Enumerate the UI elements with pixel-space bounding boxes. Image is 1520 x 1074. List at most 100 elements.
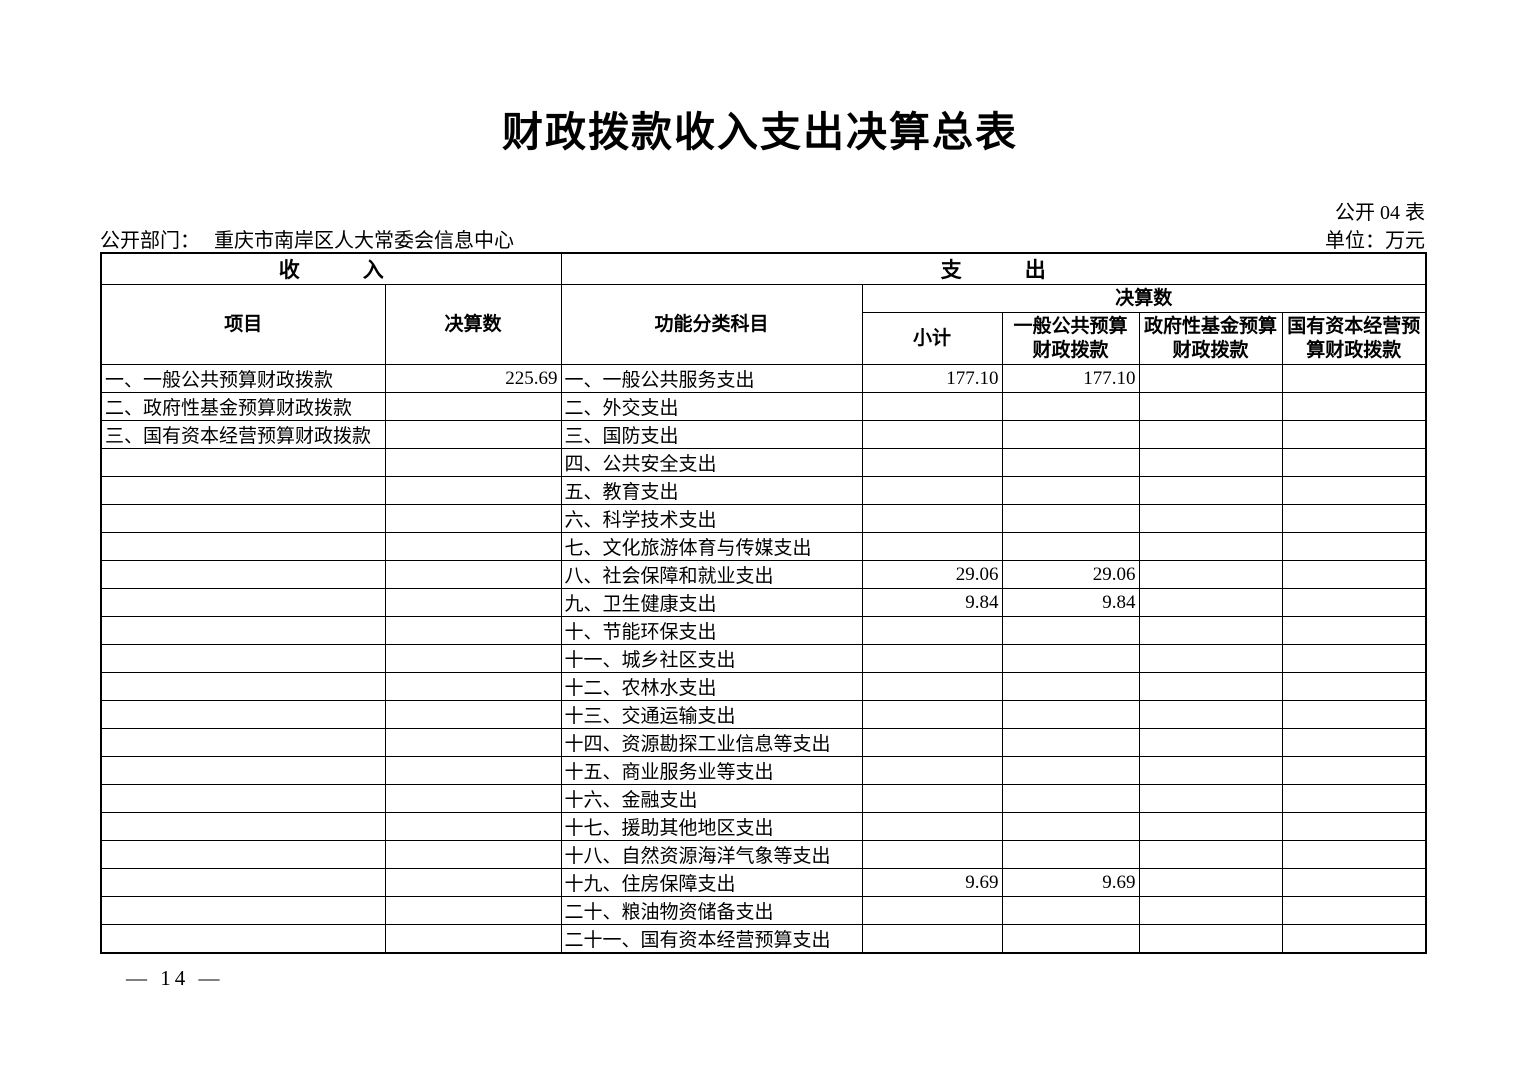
expense-item-cell: 三、国防支出 bbox=[560, 420, 863, 449]
expense-item-cell: 二、外交支出 bbox=[560, 392, 863, 421]
expense-general-budget-cell: 9.84 bbox=[1001, 588, 1140, 617]
expense-subtotal-cell bbox=[861, 728, 1003, 757]
table-row: 五、教育支出 bbox=[100, 476, 1427, 505]
income-item-header: 项目 bbox=[100, 284, 386, 365]
expense-gov-fund-cell bbox=[1138, 392, 1283, 421]
expense-gov-fund-cell bbox=[1138, 532, 1283, 561]
table-row: 十三、交通运输支出 bbox=[100, 700, 1427, 729]
expense-item-cell: 二十一、国有资本经营预算支出 bbox=[560, 924, 863, 954]
table-row: 十二、农林水支出 bbox=[100, 672, 1427, 701]
income-item-cell bbox=[100, 644, 386, 673]
section-header-row: 收 入 支 出 bbox=[100, 252, 1427, 285]
income-amount-cell bbox=[384, 532, 562, 561]
expense-subtotal-cell bbox=[861, 420, 1003, 449]
expense-gov-fund-cell bbox=[1138, 448, 1283, 477]
expense-general-budget-cell bbox=[1001, 840, 1140, 869]
budget-table: 收 入 支 出 项目 决算数 功能分类科目 决算数 小计 一般公共预算财政拨款 … bbox=[100, 252, 1427, 954]
table-row: 十六、金融支出 bbox=[100, 784, 1427, 813]
expense-item-cell: 十九、住房保障支出 bbox=[560, 868, 863, 897]
expense-item-cell: 十一、城乡社区支出 bbox=[560, 644, 863, 673]
expense-gov-fund-cell bbox=[1138, 784, 1283, 813]
income-item-cell bbox=[100, 756, 386, 785]
expense-subtotal-cell bbox=[861, 840, 1003, 869]
expense-state-capital-cell bbox=[1281, 420, 1427, 449]
expense-general-budget-cell bbox=[1001, 896, 1140, 925]
expense-item-cell: 十八、自然资源海洋气象等支出 bbox=[560, 840, 863, 869]
column-header-row-2: 小计 一般公共预算财政拨款 政府性基金预算财政拨款 国有资本经营预算财政拨款 bbox=[101, 312, 1427, 365]
expense-state-capital-cell bbox=[1281, 364, 1427, 393]
table-row: 六、科学技术支出 bbox=[100, 504, 1427, 533]
expense-subtotal-cell bbox=[861, 476, 1003, 505]
income-item-cell bbox=[100, 896, 386, 925]
expense-gov-fund-cell bbox=[1138, 840, 1283, 869]
income-item-cell bbox=[100, 924, 386, 954]
expense-gov-fund-cell bbox=[1138, 364, 1283, 393]
table-row: 三、国有资本经营预算财政拨款 三、国防支出 bbox=[100, 420, 1427, 449]
table-row: 十、节能环保支出 bbox=[100, 616, 1427, 645]
expense-gov-fund-cell bbox=[1138, 672, 1283, 701]
expense-state-capital-cell bbox=[1281, 756, 1427, 785]
income-item-cell bbox=[100, 840, 386, 869]
expense-general-budget-cell: 177.10 bbox=[1001, 364, 1140, 393]
income-amount-cell bbox=[384, 448, 562, 477]
income-amount-cell bbox=[384, 644, 562, 673]
income-item-cell bbox=[100, 784, 386, 813]
income-amount-cell bbox=[384, 784, 562, 813]
income-item-cell bbox=[100, 616, 386, 645]
income-amount-cell bbox=[384, 868, 562, 897]
expense-general-budget-cell bbox=[1001, 616, 1140, 645]
expense-general-budget-cell bbox=[1001, 644, 1140, 673]
expense-subtotal-cell bbox=[861, 644, 1003, 673]
expense-subtotal-cell: 29.06 bbox=[861, 560, 1003, 589]
expense-subtotal-cell bbox=[861, 896, 1003, 925]
expense-category-header: 功能分类科目 bbox=[560, 284, 863, 365]
expense-subtotal-cell bbox=[861, 616, 1003, 645]
income-amount-cell bbox=[384, 560, 562, 589]
expense-general-budget-cell bbox=[1001, 392, 1140, 421]
department-value: 重庆市南岸区人大常委会信息中心 bbox=[214, 230, 514, 252]
expense-gov-fund-cell bbox=[1138, 868, 1283, 897]
income-item-cell bbox=[100, 812, 386, 841]
table-row: 七、文化旅游体育与传媒支出 bbox=[100, 532, 1427, 561]
expense-subtotal-cell: 9.69 bbox=[861, 868, 1003, 897]
expense-item-cell: 七、文化旅游体育与传媒支出 bbox=[560, 532, 863, 561]
expense-general-budget-cell bbox=[1001, 924, 1140, 954]
expense-state-capital-cell bbox=[1281, 588, 1427, 617]
expense-general-budget-cell bbox=[1001, 420, 1140, 449]
expense-subtotal-cell bbox=[861, 700, 1003, 729]
table-row: 一、一般公共预算财政拨款 225.69 一、一般公共服务支出 177.10 17… bbox=[100, 364, 1427, 393]
expense-state-capital-cell bbox=[1281, 644, 1427, 673]
expense-state-capital-cell bbox=[1281, 700, 1427, 729]
page-title: 财政拨款收入支出决算总表 bbox=[502, 109, 1018, 155]
expense-subtotal-cell bbox=[861, 672, 1003, 701]
expense-general-budget-cell bbox=[1001, 672, 1140, 701]
expense-subtotal-cell bbox=[861, 784, 1003, 813]
expense-gov-fund-cell bbox=[1138, 700, 1283, 729]
table-row: 四、公共安全支出 bbox=[100, 448, 1427, 477]
expense-gov-fund-cell bbox=[1138, 560, 1283, 589]
income-section-header: 收 入 bbox=[100, 252, 562, 285]
income-item-cell: 二、政府性基金预算财政拨款 bbox=[100, 392, 386, 421]
table-row: 八、社会保障和就业支出 29.06 29.06 bbox=[100, 560, 1427, 589]
expense-gov-fund-cell bbox=[1138, 812, 1283, 841]
income-item-cell bbox=[100, 448, 386, 477]
meta-row: 公开部门： 重庆市南岸区人大常委会信息中心 单位：万元 bbox=[100, 224, 1425, 253]
expense-state-capital-cell bbox=[1281, 504, 1427, 533]
expense-general-budget-cell bbox=[1001, 700, 1140, 729]
expense-general-budget-cell: 29.06 bbox=[1001, 560, 1140, 589]
expense-state-capital-cell bbox=[1281, 728, 1427, 757]
expense-item-cell: 十二、农林水支出 bbox=[560, 672, 863, 701]
expense-item-cell: 八、社会保障和就业支出 bbox=[560, 560, 863, 589]
expense-section-header: 支 出 bbox=[560, 252, 1427, 285]
table-row: 二十一、国有资本经营预算支出 bbox=[100, 924, 1427, 954]
income-item-cell bbox=[100, 868, 386, 897]
expense-subtotal-cell: 177.10 bbox=[861, 364, 1003, 393]
income-amount-cell bbox=[384, 588, 562, 617]
expense-gov-fund-cell bbox=[1138, 756, 1283, 785]
income-amount-cell bbox=[384, 840, 562, 869]
expense-state-capital-cell bbox=[1281, 924, 1427, 954]
income-amount-cell bbox=[384, 504, 562, 533]
table-row: 二十、粮油物资储备支出 bbox=[100, 896, 1427, 925]
income-item-cell bbox=[100, 728, 386, 757]
income-amount-cell bbox=[384, 672, 562, 701]
